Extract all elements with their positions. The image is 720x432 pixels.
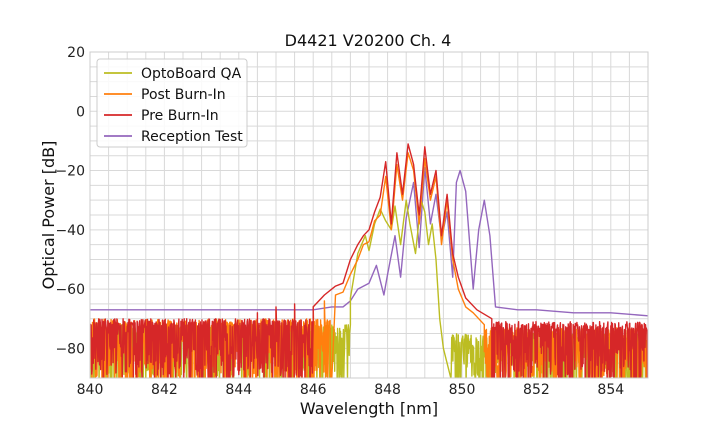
plot-frame bbox=[89, 51, 649, 379]
plot-series bbox=[90, 143, 648, 378]
legend-box bbox=[96, 58, 248, 148]
y-tick-label: −60 bbox=[55, 282, 85, 298]
x-axis-label: Wavelength [nm] bbox=[300, 399, 438, 418]
x-tick-label: 852 bbox=[523, 382, 550, 398]
legend-label: Pre Burn-In bbox=[141, 108, 219, 124]
legend-label: Post Burn-In bbox=[141, 87, 226, 103]
legend: OptoBoard QA Post Burn-In Pre Burn-In Recep… bbox=[96, 58, 248, 148]
y-tick-label: 20 bbox=[67, 45, 85, 61]
y-tick-label: −40 bbox=[55, 223, 85, 239]
x-tick-label: 846 bbox=[300, 382, 327, 398]
x-tick-labels: 840 842 844 846 848 850 852 854 bbox=[77, 382, 625, 398]
x-tick-label: 848 bbox=[374, 382, 401, 398]
x-tick-label: 844 bbox=[225, 382, 252, 398]
y-axis-label: Optical Power [dB] bbox=[39, 141, 58, 290]
series-line-pre-burn-in bbox=[90, 143, 648, 378]
y-tick-label: −80 bbox=[55, 341, 85, 357]
y-tick-label: −20 bbox=[55, 164, 85, 180]
legend-label: OptoBoard QA bbox=[141, 66, 242, 82]
y-tick-label: 0 bbox=[76, 104, 85, 120]
x-tick-label: 850 bbox=[449, 382, 476, 398]
legend-label: Reception Test bbox=[141, 129, 243, 145]
x-tick-label: 842 bbox=[151, 382, 178, 398]
x-tick-label: 840 bbox=[77, 382, 104, 398]
chart-title: D4421 V20200 Ch. 4 bbox=[285, 31, 452, 50]
y-tick-labels: 20 0 −20 −40 −60 −80 bbox=[55, 45, 85, 357]
x-tick-label: 854 bbox=[597, 382, 624, 398]
series-line-reception-test bbox=[90, 166, 648, 317]
